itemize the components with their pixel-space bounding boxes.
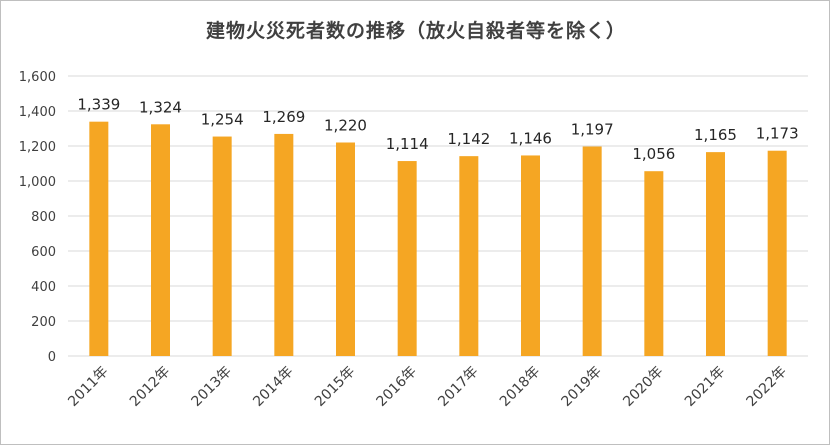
x-tick-label: 2011年 [65, 364, 111, 410]
data-label: 1,269 [262, 108, 305, 126]
data-label: 1,339 [77, 96, 120, 114]
data-label: 1,165 [694, 126, 737, 144]
bar [212, 136, 232, 356]
data-labels: 1,339 1,324 1,254 1,269 1,220 1,114 1,142 1,146… [77, 96, 798, 164]
x-tick-label: 2019年 [559, 364, 605, 410]
y-tick-label: 200 [31, 315, 56, 330]
bar [459, 156, 479, 356]
data-label: 1,254 [201, 111, 244, 129]
x-tick-label: 2015年 [312, 364, 358, 410]
bar [706, 152, 725, 356]
x-tick-label: 2020年 [620, 364, 666, 410]
data-label: 1,220 [324, 117, 367, 135]
x-tick-label: 2017年 [435, 364, 481, 410]
y-tick-label: 0 [48, 350, 56, 365]
x-axis: 2011年 2012年 2013年 2014年 2015年 2016年 2017年 2018年… [65, 364, 790, 410]
x-tick-label: 2018年 [497, 364, 543, 410]
y-tick-label: 1,000 [19, 175, 56, 190]
bar [89, 121, 109, 356]
bar [397, 161, 417, 356]
x-tick-label: 2012年 [127, 364, 173, 410]
bar [521, 155, 540, 356]
data-label: 1,146 [509, 129, 552, 147]
x-tick-label: 2021年 [682, 364, 728, 410]
y-tick-label: 1,600 [19, 70, 56, 85]
bar [151, 124, 170, 356]
data-label: 1,324 [139, 98, 182, 116]
bar [767, 150, 787, 356]
data-label: 1,142 [447, 130, 490, 148]
x-tick-label: 2014年 [250, 364, 296, 410]
y-tick-label: 1,200 [19, 140, 56, 155]
bar [274, 133, 294, 356]
bars [89, 121, 787, 356]
x-tick-label: 2022年 [744, 364, 790, 410]
y-tick-label: 600 [31, 245, 56, 260]
x-tick-label: 2013年 [189, 364, 235, 410]
data-label: 1,197 [571, 121, 614, 139]
bar [644, 171, 664, 356]
y-tick-label: 800 [31, 210, 56, 225]
data-label: 1,114 [386, 135, 429, 153]
bar [582, 146, 602, 356]
x-tick-label: 2016年 [374, 364, 420, 410]
y-tick-label: 1,400 [19, 105, 56, 120]
data-label: 1,056 [632, 145, 675, 163]
bar [336, 142, 355, 356]
chart-title: 建物火災死者数の推移（放火自殺者等を除く） [205, 20, 626, 42]
y-axis: 0 200 400 600 800 1,000 1,200 1,400 1,600 [19, 70, 56, 365]
y-tick-label: 400 [31, 280, 56, 295]
gridlines [68, 75, 808, 357]
data-label: 1,173 [756, 125, 799, 143]
